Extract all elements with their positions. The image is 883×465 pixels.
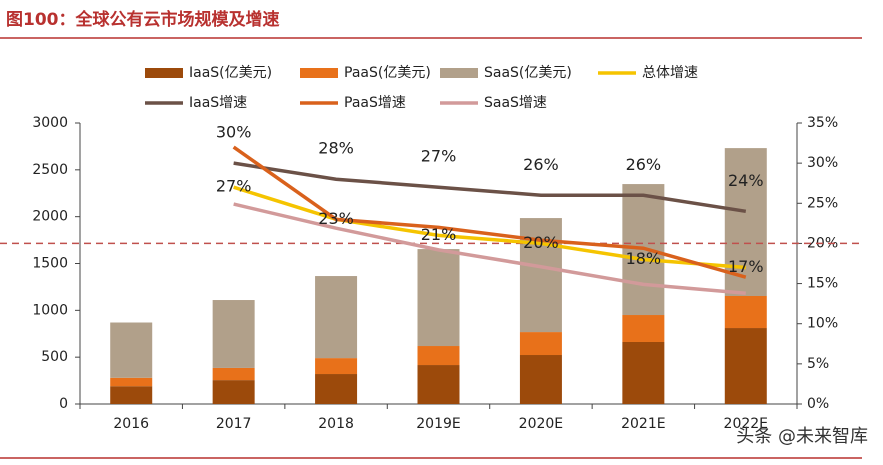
x-tick-label: 2019E <box>416 416 460 432</box>
line <box>232 145 747 279</box>
bar <box>417 365 460 404</box>
legend-label: 总体增速 <box>642 65 698 81</box>
y2-tick-label: 0% <box>807 396 829 412</box>
y2-tick-label: 5% <box>807 356 829 372</box>
y2-tick-label: 15% <box>807 276 838 292</box>
data-label: 18% <box>626 249 662 268</box>
data-label: 24% <box>728 171 764 190</box>
line <box>233 161 747 214</box>
data-label: 28% <box>318 139 354 158</box>
data-label: 26% <box>626 155 662 174</box>
bar <box>724 296 767 329</box>
y2-tick-label: 30% <box>807 155 838 171</box>
y2-tick-label: 25% <box>807 195 838 211</box>
bar <box>110 322 153 378</box>
line <box>233 202 746 295</box>
data-label: 17% <box>728 257 764 276</box>
legend-swatch <box>300 68 338 78</box>
x-tick-label: 2022E <box>724 416 768 432</box>
data-label: 21% <box>421 225 457 244</box>
x-tick-label: 2017 <box>216 416 252 432</box>
legend-label: SaaS增速 <box>484 95 547 111</box>
legend-swatch <box>145 68 183 78</box>
y-tick-label: 2000 <box>32 209 68 225</box>
bar <box>724 328 767 404</box>
data-label: 27% <box>421 147 457 166</box>
bar <box>519 332 562 356</box>
bar <box>110 377 153 387</box>
bar <box>622 315 665 342</box>
legend-label: PaaS增速 <box>344 95 406 111</box>
data-label: 26% <box>523 155 559 174</box>
bar <box>315 358 358 375</box>
bar <box>315 276 358 359</box>
x-tick-label: 2021E <box>621 416 665 432</box>
bar <box>417 249 460 347</box>
bar <box>212 380 255 404</box>
data-label: 27% <box>216 177 252 196</box>
watermark: 头条 @未来智库 <box>736 426 868 447</box>
bar <box>212 367 255 381</box>
bar <box>724 148 767 297</box>
y-tick-label: 0 <box>59 396 68 412</box>
legend-label: IaaS增速 <box>189 95 247 111</box>
y-tick-label: 1000 <box>32 302 68 318</box>
y-tick-label: 1500 <box>32 256 68 272</box>
bar <box>622 341 665 404</box>
y-tick-label: 500 <box>41 349 68 365</box>
data-label: 20% <box>523 233 559 252</box>
legend-swatch <box>440 68 478 78</box>
bar <box>417 346 460 366</box>
legend-label: PaaS(亿美元) <box>344 65 431 81</box>
y-tick-label: 2500 <box>32 162 68 178</box>
legend-label: IaaS(亿美元) <box>189 65 272 81</box>
y2-tick-label: 10% <box>807 316 838 332</box>
bar <box>315 374 358 404</box>
chart-title: 图100：全球公有云市场规模及增速 <box>6 9 280 30</box>
bar <box>212 300 255 368</box>
bar <box>519 355 562 404</box>
x-tick-label: 2020E <box>519 416 563 432</box>
line <box>233 185 746 270</box>
x-tick-label: 2016 <box>113 416 149 432</box>
y2-tick-label: 35% <box>807 115 838 131</box>
bar <box>110 386 153 404</box>
y-tick-label: 3000 <box>32 115 68 131</box>
data-label: 30% <box>216 123 252 142</box>
data-label: 23% <box>318 209 354 228</box>
legend-label: SaaS(亿美元) <box>484 65 572 81</box>
x-tick-label: 2018 <box>318 416 354 432</box>
